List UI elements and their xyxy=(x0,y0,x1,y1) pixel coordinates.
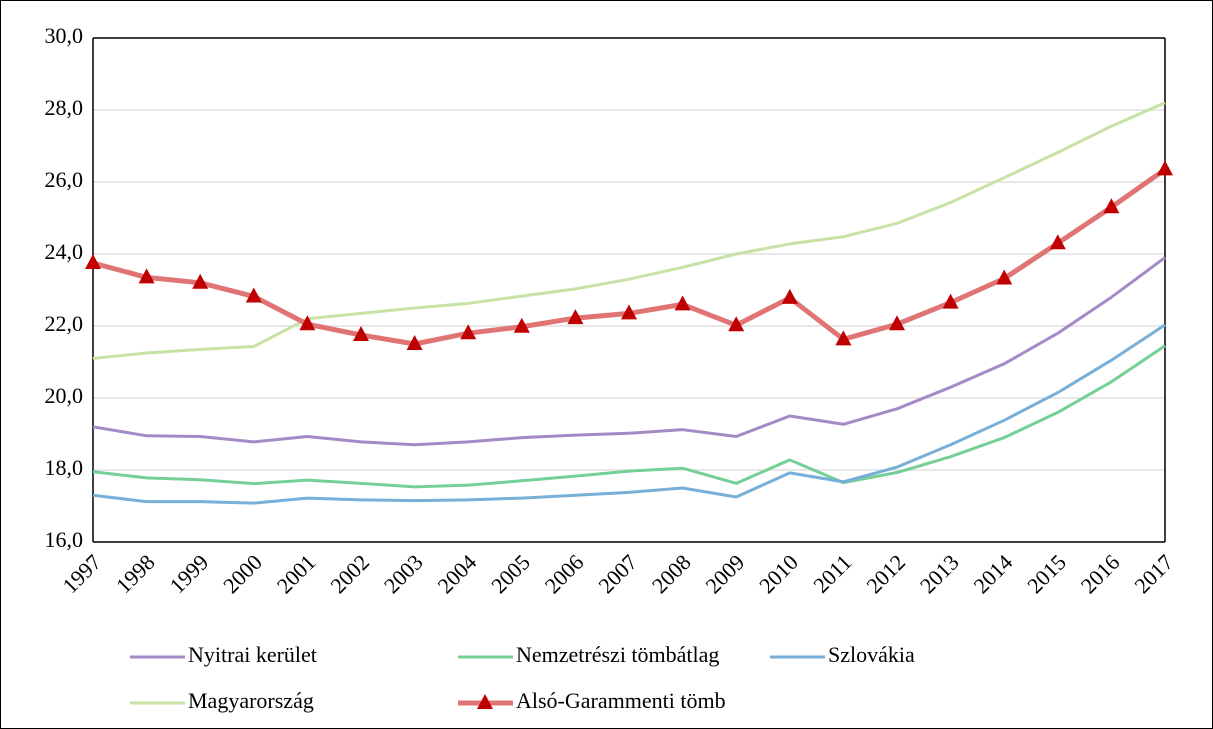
marker xyxy=(460,324,477,340)
marker xyxy=(889,315,905,331)
marker xyxy=(621,304,637,320)
marker xyxy=(1157,160,1173,176)
y-tick-label: 18,0 xyxy=(45,455,84,480)
marker xyxy=(781,288,798,304)
marker xyxy=(674,295,691,311)
marker xyxy=(138,268,155,284)
marker xyxy=(85,254,101,269)
series-line xyxy=(92,256,1166,447)
marker xyxy=(942,293,959,309)
legend-label: Alsó-Garammenti tömb xyxy=(516,688,726,713)
y-tick-label: 26,0 xyxy=(45,167,84,192)
legend-label: Nyitrai kerület xyxy=(188,642,317,667)
series-line xyxy=(92,101,1166,360)
series-line xyxy=(92,344,1166,489)
marker xyxy=(245,287,262,303)
y-tick-label: 28,0 xyxy=(45,95,84,120)
y-tick-label: 20,0 xyxy=(45,383,84,408)
legend-label: Magyarország xyxy=(188,688,314,713)
y-tick-label: 24,0 xyxy=(45,239,84,264)
marker xyxy=(513,317,530,333)
legend-label: Szlovákia xyxy=(828,642,915,667)
legend-marker xyxy=(477,694,493,709)
marker xyxy=(1103,198,1120,214)
marker xyxy=(835,330,852,346)
marker xyxy=(567,309,584,325)
marker xyxy=(406,335,423,350)
marker xyxy=(728,316,745,332)
marker xyxy=(353,326,369,341)
marker xyxy=(192,273,209,289)
y-tick-label: 16,0 xyxy=(45,527,84,552)
legend-label: Nemzetrészi tömbátlag xyxy=(516,642,719,667)
marker xyxy=(299,315,316,331)
y-tick-label: 22,0 xyxy=(45,311,84,336)
marker xyxy=(996,269,1013,285)
marker xyxy=(1049,234,1066,250)
series-line xyxy=(92,323,1166,505)
y-tick-label: 30,0 xyxy=(45,23,84,48)
